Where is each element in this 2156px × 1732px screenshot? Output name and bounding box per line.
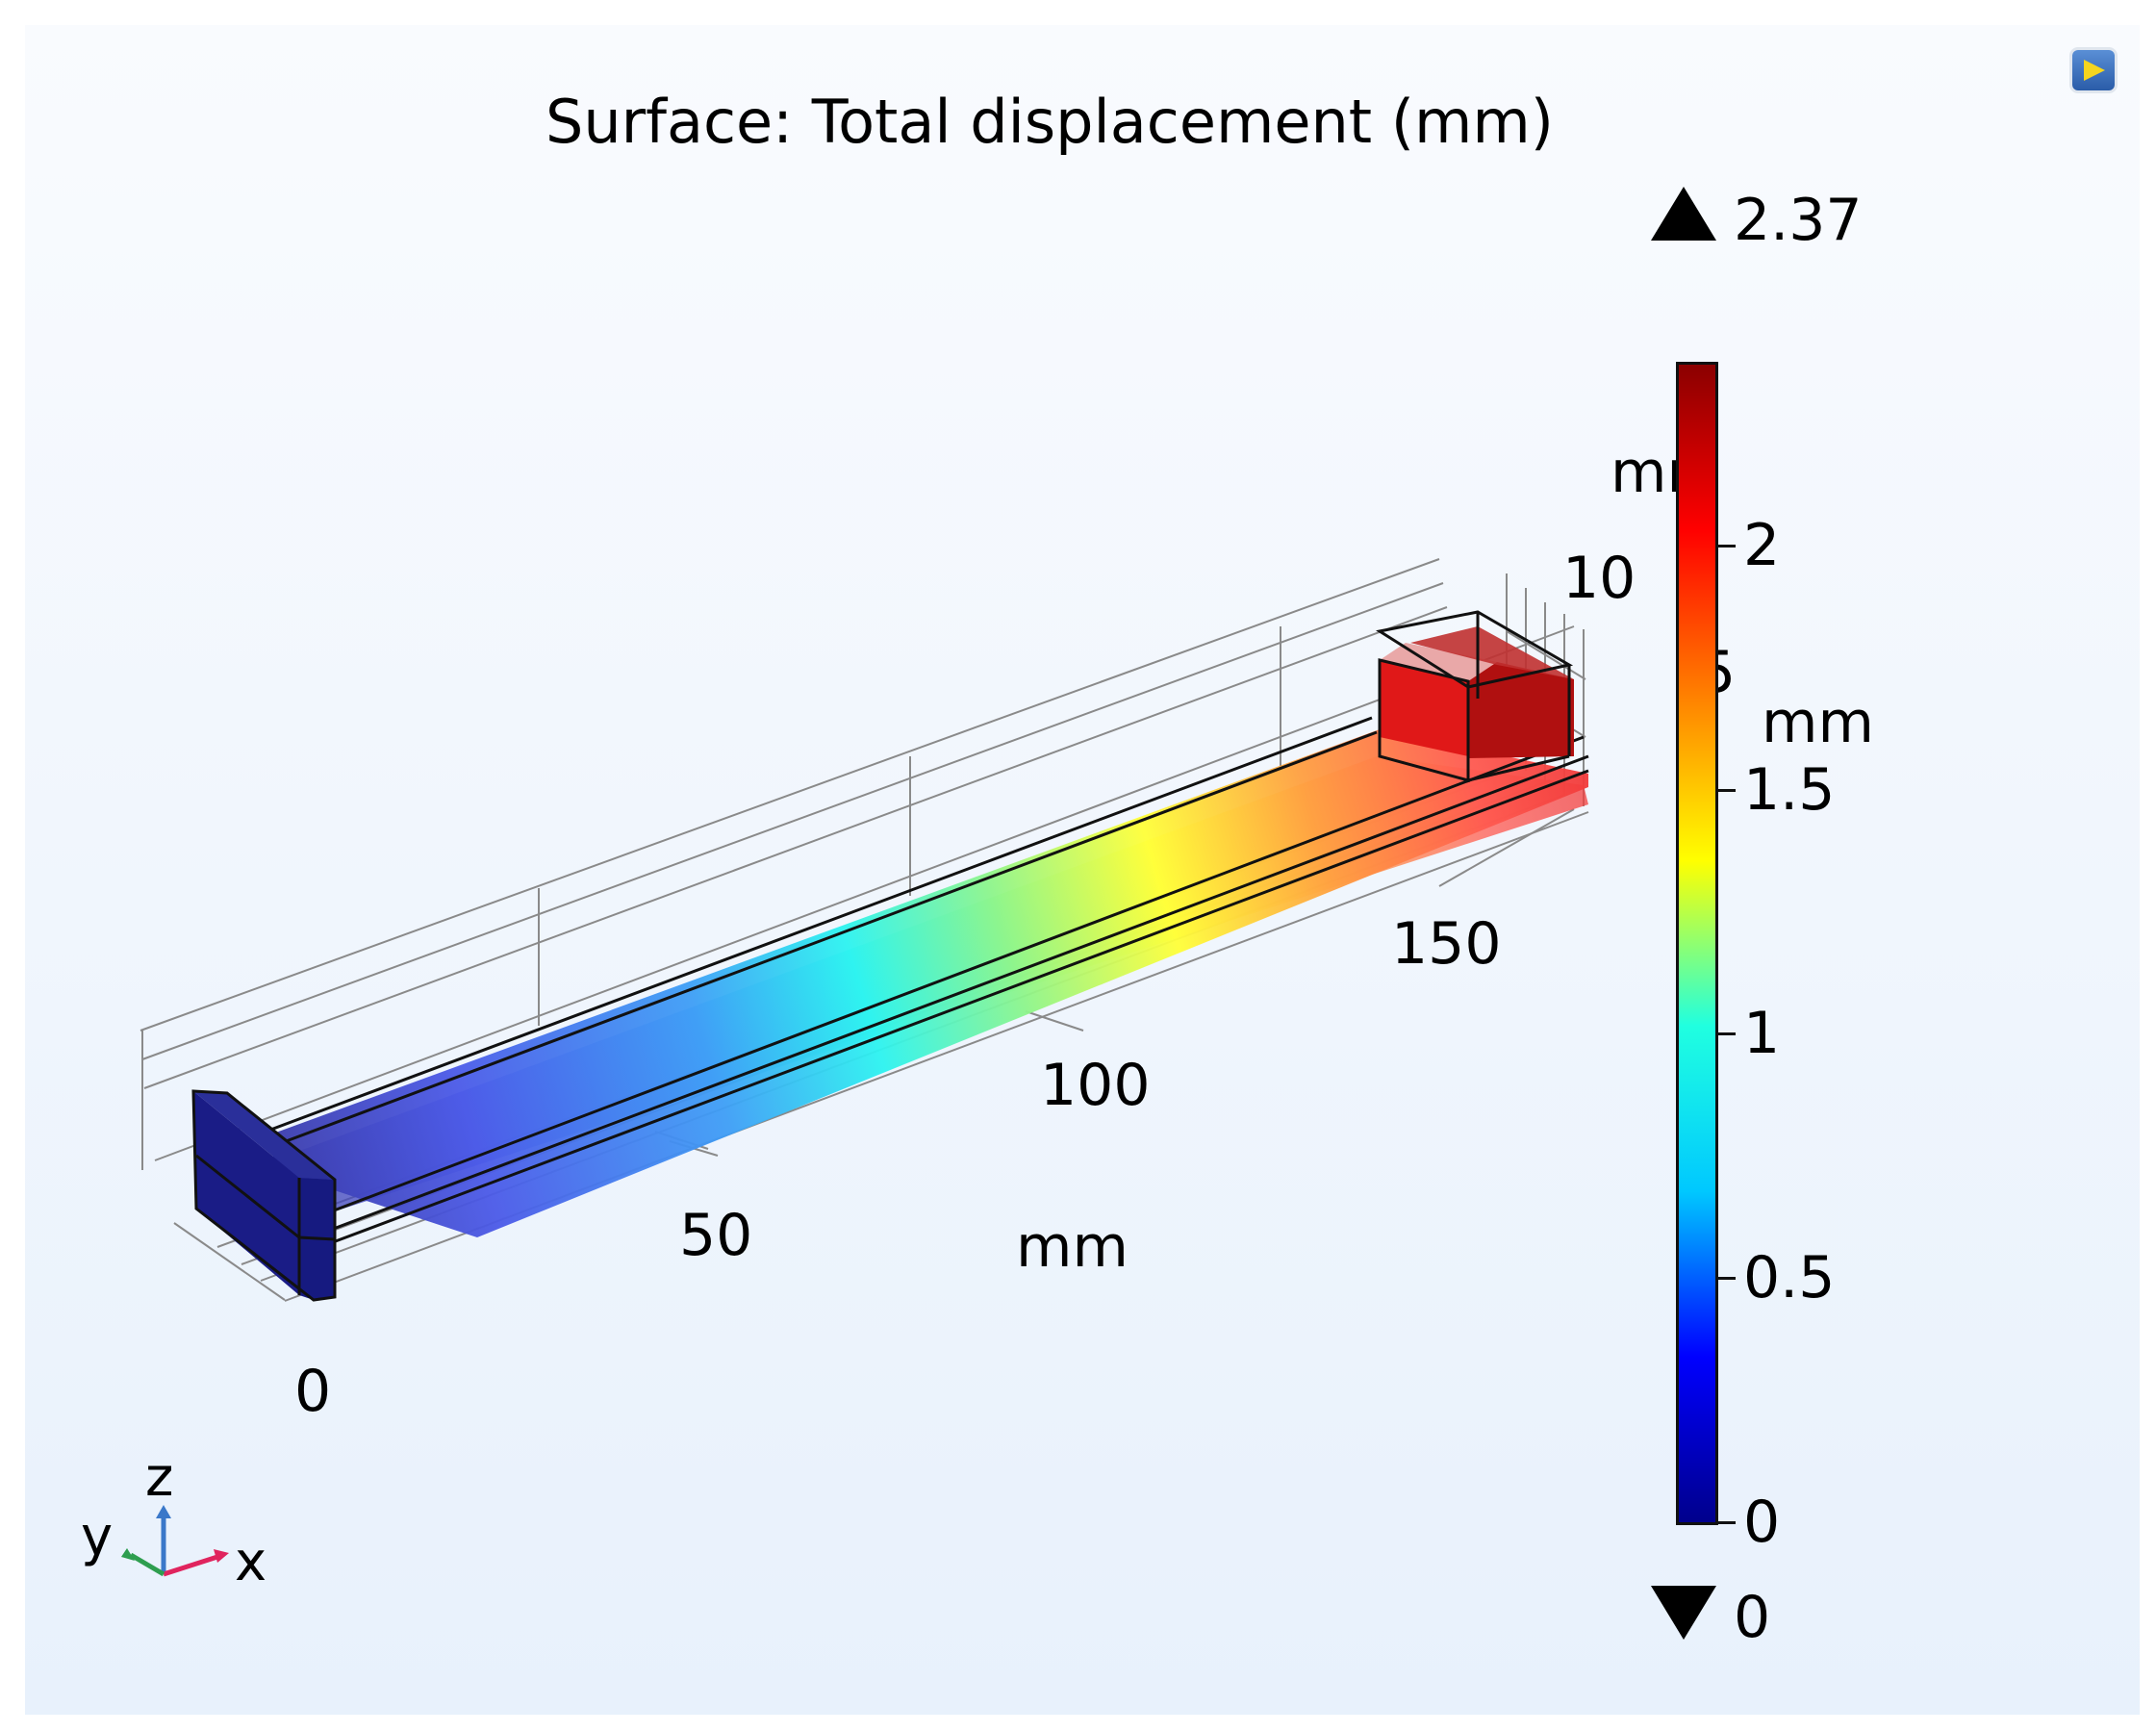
- colorbar-tickmark: [1718, 788, 1736, 792]
- colorbar-tick-label: 1: [1743, 1000, 1781, 1068]
- triad-y-label: y: [81, 1506, 113, 1568]
- plot-title: Surface: Total displacement (mm): [545, 87, 1554, 157]
- panel-expand-icon[interactable]: [2072, 50, 2115, 90]
- model-scene[interactable]: 0 50 100 150 mm 10 5 mm mm z x y 2.37 0: [25, 25, 2140, 1715]
- x-tick-0: 0: [294, 1358, 331, 1425]
- colorbar-max-label: 2.37: [1734, 187, 1863, 254]
- max-arrow-icon: [1651, 187, 1716, 241]
- y-axis-unit: mm: [1762, 689, 1874, 756]
- fixed-support-block[interactable]: [191, 1089, 337, 1302]
- graphics-viewport[interactable]: Surface: Total displacement (mm): [25, 25, 2140, 1715]
- triad-x-label: x: [235, 1531, 266, 1593]
- min-arrow-icon: [1651, 1586, 1716, 1640]
- beam-surface[interactable]: [265, 716, 1589, 1244]
- colorbar-tick-label: 2: [1743, 511, 1781, 579]
- y-tick-10: 10: [1562, 545, 1636, 612]
- colorbar-tickmark: [1718, 544, 1736, 548]
- colorbar-tickmark: [1718, 1032, 1736, 1036]
- colorbar-tickmark: [1718, 1521, 1736, 1524]
- colorbar-tick-label: 0: [1743, 1489, 1781, 1556]
- x-tick-50: 50: [679, 1202, 752, 1269]
- colorbar-tickmark: [1718, 1277, 1736, 1281]
- colorbar-tick-label: 1.5: [1743, 755, 1836, 824]
- colorbar: [1676, 362, 1718, 1525]
- tip-mass-block[interactable]: [1376, 610, 1574, 782]
- x-tick-150: 150: [1391, 910, 1502, 978]
- axis-triad: z x y: [81, 1446, 266, 1593]
- colorbar-tick-label: 0.5: [1743, 1244, 1836, 1312]
- x-axis-unit: mm: [1016, 1213, 1129, 1281]
- triad-z-label: z: [145, 1446, 173, 1509]
- colorbar-min-label: 0: [1734, 1584, 1770, 1651]
- x-tick-100: 100: [1040, 1052, 1151, 1119]
